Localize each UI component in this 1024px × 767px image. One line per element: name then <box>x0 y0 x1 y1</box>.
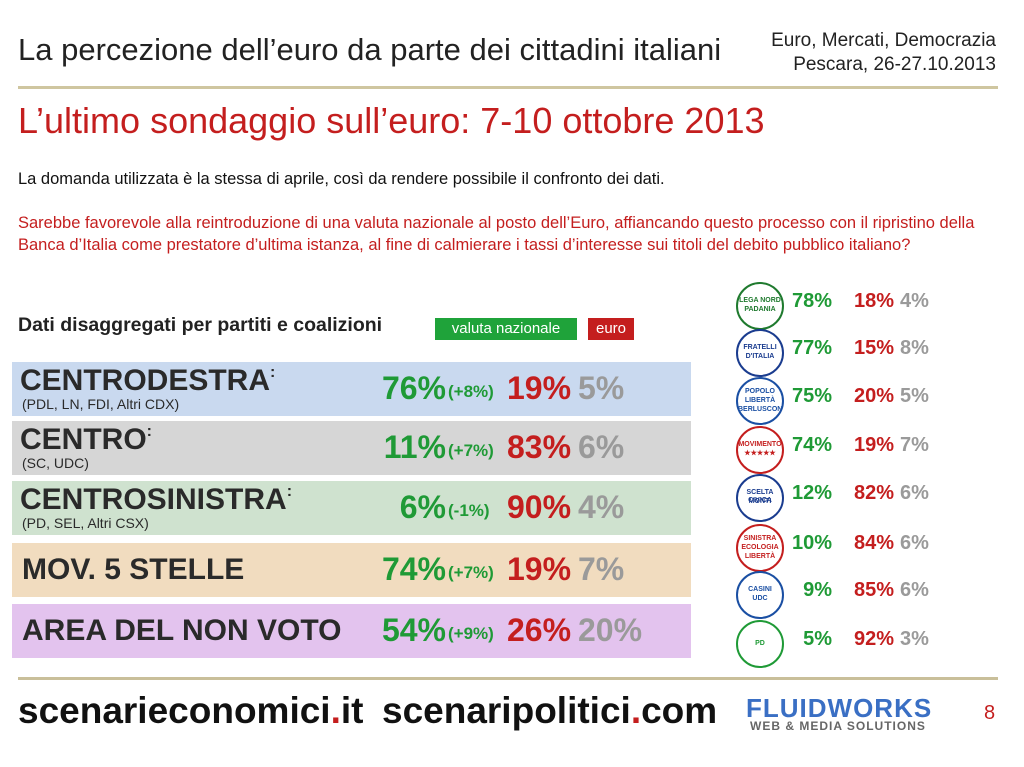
national-currency-pct: 75% <box>791 385 832 407</box>
national-currency-pct: 77% <box>791 337 832 359</box>
coalition-name: CENTROSINISTRA: <box>20 483 293 516</box>
euro-pct: 15% <box>854 337 895 359</box>
party-row: MOVIMENTO ★★★★★ 74% 19% 7% <box>736 426 1016 474</box>
other-pct: 5% <box>578 370 625 406</box>
legend-euro: euro <box>588 318 634 340</box>
euro-pct: 92% <box>854 628 895 650</box>
party-row: SCELTA CIVICA MONTI 12% 82% 6% <box>736 474 1016 522</box>
coalition-parties: (SC, UDC) <box>22 455 89 471</box>
coalition-row: CENTRODESTRA: (PDL, LN, FDI, Altri CDX) 76… <box>12 362 691 416</box>
page-number: 8 <box>984 702 996 724</box>
euro-pct: 18% <box>854 290 895 312</box>
party-row: SINISTRA ECOLOGIA LIBERTÀ 10% 84% 6% <box>736 524 1016 572</box>
other-pct: 4% <box>900 290 929 312</box>
national-currency-pct: 54% <box>381 612 446 648</box>
other-pct: 7% <box>900 434 929 456</box>
conference-date: Pescara, 26-27.10.2013 <box>793 54 996 75</box>
national-currency-pct: 74% <box>791 434 832 456</box>
euro-pct: 84% <box>854 532 895 554</box>
party-row: POPOLO LIBERTÀ BERLUSCONI 75% 20% 5% <box>736 377 1016 425</box>
other-pct: 6% <box>900 579 929 601</box>
legend-national-currency: valuta nazionale <box>435 318 577 340</box>
coalition-parties: (PDL, LN, FDI, Altri CDX) <box>22 396 180 412</box>
coalition-row: AREA DEL NON VOTO 54% (+9%) 26% 20% <box>12 604 691 658</box>
fluidworks-logo: FLUIDWORKS <box>746 693 933 723</box>
party-row: PD 5% 92% 3% <box>736 620 1016 668</box>
popolo-della-liberta-logo: POPOLO LIBERTÀ BERLUSCONI <box>736 377 784 425</box>
euro-pct: 19% <box>854 434 895 456</box>
national-currency-pct: 9% <box>803 579 832 601</box>
change-since-april: (+7%) <box>448 441 494 460</box>
national-currency-pct: 12% <box>791 482 832 504</box>
party-row: CASINI UDC 9% 85% 6% <box>736 571 1016 619</box>
coalition-name: CENTRO: <box>20 423 152 456</box>
coalition-row: CENTRO: (SC, UDC) 11% (+7%) 83% 6% <box>12 421 691 475</box>
other-pct: 4% <box>578 489 625 525</box>
movimento-5-stelle-logo: MOVIMENTO ★★★★★ <box>736 426 784 474</box>
euro-pct: 85% <box>854 579 895 601</box>
udc-logo: CASINI UDC <box>736 571 784 619</box>
coalition-row: CENTROSINISTRA: (PD, SEL, Altri CSX) 6% (-1… <box>12 481 691 535</box>
slide-subtitle: L’ultimo sondaggio sull’euro: 7-10 ottob… <box>18 100 765 141</box>
national-currency-pct: 76% <box>381 370 446 406</box>
national-currency-pct: 5% <box>803 628 832 650</box>
slide-title: La percezione dell’euro da parte dei cit… <box>18 32 722 67</box>
euro-pct: 20% <box>854 385 895 407</box>
lega-nord-logo: LEGA NORD PADANIA <box>736 282 784 330</box>
euro-pct: 82% <box>854 482 895 504</box>
conference-name: Euro, Mercati, Democrazia <box>771 30 996 51</box>
change-since-april: (+8%) <box>448 382 494 401</box>
coalition-name: AREA DEL NON VOTO <box>22 614 342 647</box>
coalition-name: MOV. 5 STELLE <box>22 553 245 586</box>
fratelli-d-italia-logo: FRATELLI D'ITALIA <box>736 329 784 377</box>
change-since-april: (+7%) <box>448 563 494 582</box>
site-scenaripolitici[interactable]: scenaripolitici.com <box>382 690 718 731</box>
site-scenarieconomici[interactable]: scenarieconomici.it <box>18 690 364 731</box>
other-pct: 7% <box>578 551 625 587</box>
national-currency-pct: 74% <box>381 551 446 587</box>
national-currency-pct: 10% <box>791 532 832 554</box>
partito-democratico-logo: PD <box>736 620 784 668</box>
euro-pct: 26% <box>507 612 572 648</box>
other-pct: 6% <box>900 532 929 554</box>
party-row: LEGA NORD PADANIA 78% 18% 4% <box>736 282 1016 330</box>
survey-question: Sarebbe favorevole alla reintroduzione d… <box>18 214 975 254</box>
change-since-april: (-1%) <box>448 501 490 520</box>
other-pct: 5% <box>900 385 929 407</box>
euro-pct: 83% <box>507 429 572 465</box>
coalition-parties: (PD, SEL, Altri CSX) <box>22 515 149 531</box>
fluidworks-tagline: WEB & MEDIA SOLUTIONS <box>750 719 926 733</box>
footer-divider <box>18 677 998 680</box>
euro-pct: 90% <box>507 489 572 525</box>
national-currency-pct: 78% <box>791 290 832 312</box>
national-currency-pct: 6% <box>399 489 446 525</box>
other-pct: 20% <box>578 612 643 648</box>
euro-pct: 19% <box>507 551 572 587</box>
other-pct: 6% <box>900 482 929 504</box>
other-pct: 3% <box>900 628 929 650</box>
change-since-april: (+9%) <box>448 624 494 643</box>
coalition-row: MOV. 5 STELLE 74% (+7%) 19% 7% <box>12 543 691 597</box>
breakdown-label: Dati disaggregati per partiti e coalizio… <box>18 314 383 336</box>
euro-pct: 19% <box>507 370 572 406</box>
sel-logo: SINISTRA ECOLOGIA LIBERTÀ <box>736 524 784 572</box>
other-pct: 6% <box>578 429 625 465</box>
intro-text: La domanda utilizzata è la stessa di apr… <box>18 170 665 188</box>
other-pct: 8% <box>900 337 929 359</box>
party-row: FRATELLI D'ITALIA 77% 15% 8% <box>736 329 1016 377</box>
header-divider <box>18 86 998 89</box>
coalition-name: CENTRODESTRA: <box>20 364 276 397</box>
scelta-civica-logo: SCELTA CIVICA MONTI <box>736 474 784 522</box>
national-currency-pct: 11% <box>383 429 446 465</box>
